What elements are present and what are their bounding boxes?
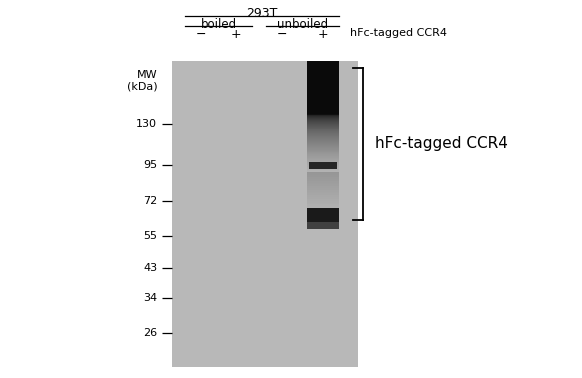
Bar bbox=[307, 117, 339, 118]
Bar bbox=[307, 169, 339, 170]
Bar bbox=[307, 116, 339, 117]
Bar bbox=[307, 222, 339, 229]
Bar bbox=[307, 153, 339, 154]
Bar bbox=[307, 129, 339, 130]
Bar bbox=[307, 156, 339, 157]
Bar bbox=[172, 61, 357, 367]
Text: 72: 72 bbox=[143, 196, 157, 206]
Bar bbox=[307, 201, 339, 203]
Text: +: + bbox=[230, 28, 242, 41]
Bar bbox=[307, 114, 339, 115]
Text: −: − bbox=[277, 28, 288, 41]
Bar bbox=[307, 122, 339, 123]
Bar bbox=[307, 199, 339, 201]
Bar bbox=[307, 158, 339, 159]
Bar bbox=[307, 132, 339, 133]
Bar bbox=[307, 149, 339, 150]
Bar bbox=[307, 160, 339, 161]
Bar bbox=[307, 203, 339, 204]
Bar bbox=[307, 115, 339, 116]
Bar bbox=[307, 165, 339, 166]
Bar bbox=[307, 140, 339, 141]
Text: 55: 55 bbox=[143, 231, 157, 241]
Bar bbox=[308, 162, 337, 169]
Bar bbox=[307, 172, 339, 174]
Bar bbox=[307, 152, 339, 153]
Bar bbox=[307, 123, 339, 124]
Bar bbox=[307, 133, 339, 134]
Bar bbox=[307, 125, 339, 127]
Bar bbox=[307, 155, 339, 156]
Text: +: + bbox=[318, 28, 328, 41]
Bar bbox=[307, 121, 339, 122]
Bar bbox=[307, 168, 339, 169]
Bar bbox=[307, 120, 339, 121]
Text: 95: 95 bbox=[143, 160, 157, 170]
Bar bbox=[307, 197, 339, 199]
Bar bbox=[307, 170, 339, 172]
Bar bbox=[307, 161, 339, 162]
Text: 43: 43 bbox=[143, 263, 157, 273]
Bar bbox=[307, 145, 339, 146]
Bar bbox=[307, 175, 339, 177]
Bar bbox=[307, 181, 339, 183]
Bar bbox=[307, 195, 339, 197]
Bar bbox=[307, 124, 339, 125]
Bar bbox=[307, 190, 339, 192]
Text: −: − bbox=[196, 28, 207, 41]
Bar bbox=[307, 139, 339, 140]
Text: 130: 130 bbox=[136, 119, 157, 129]
Bar bbox=[307, 134, 339, 135]
Text: MW
(kDa): MW (kDa) bbox=[126, 70, 157, 92]
Bar bbox=[307, 147, 339, 148]
Bar bbox=[307, 146, 339, 147]
Bar bbox=[307, 162, 339, 163]
Bar bbox=[307, 157, 339, 158]
Bar bbox=[307, 127, 339, 129]
Bar bbox=[307, 179, 339, 181]
Bar bbox=[307, 141, 339, 142]
Bar bbox=[307, 166, 339, 167]
Bar bbox=[307, 164, 339, 165]
Bar bbox=[307, 130, 339, 132]
Bar bbox=[307, 142, 339, 143]
Bar bbox=[307, 184, 339, 186]
Text: unboiled: unboiled bbox=[277, 17, 328, 31]
Bar bbox=[307, 143, 339, 144]
Bar bbox=[307, 163, 339, 164]
Bar bbox=[307, 174, 339, 175]
Bar bbox=[307, 154, 339, 155]
Bar bbox=[307, 118, 339, 119]
Text: boiled: boiled bbox=[201, 17, 237, 31]
Text: 34: 34 bbox=[143, 293, 157, 303]
Bar bbox=[307, 183, 339, 184]
Bar bbox=[307, 150, 339, 152]
Bar bbox=[307, 188, 339, 190]
Bar bbox=[307, 136, 339, 137]
Bar bbox=[307, 194, 339, 195]
Text: 293T: 293T bbox=[246, 7, 278, 20]
Text: hFc-tagged CCR4: hFc-tagged CCR4 bbox=[350, 28, 448, 38]
Bar bbox=[307, 137, 339, 138]
Bar bbox=[307, 135, 339, 136]
Bar bbox=[307, 61, 339, 114]
Bar bbox=[307, 186, 339, 188]
Bar bbox=[307, 148, 339, 149]
Bar bbox=[307, 208, 339, 222]
Bar bbox=[307, 177, 339, 179]
Bar bbox=[307, 144, 339, 145]
Bar bbox=[307, 204, 339, 206]
Bar bbox=[307, 138, 339, 139]
Text: 26: 26 bbox=[143, 328, 157, 338]
Bar bbox=[307, 119, 339, 120]
Bar bbox=[307, 159, 339, 160]
Text: hFc-tagged CCR4: hFc-tagged CCR4 bbox=[375, 136, 508, 152]
Bar bbox=[307, 192, 339, 194]
Bar bbox=[307, 167, 339, 168]
Bar bbox=[307, 206, 339, 208]
